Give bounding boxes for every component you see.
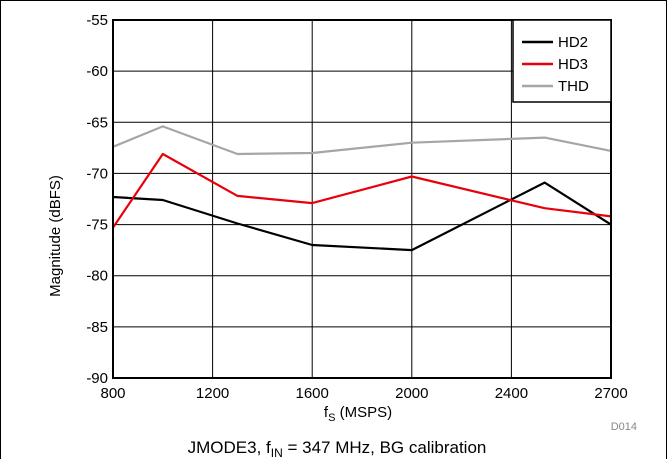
series-line-hd3 [112,152,612,229]
series-layer [112,125,612,252]
x-axis-ticks: 800 1200 1600 2000 2400 2700 [100,385,627,402]
caption-sub: IN [271,446,283,459]
caption-pre: JMODE3, f [188,438,271,457]
y-tick-label: -75 [86,217,108,234]
x-axis-label-main: f [324,404,329,421]
y-tick-label: -85 [86,319,108,336]
y-tick-label: -70 [86,165,108,182]
legend-label-hd2: HD2 [558,34,588,51]
series-line-thd [112,125,612,156]
series-line-hd2 [112,181,612,252]
caption-post: = 347 MHz, BG calibration [283,438,487,457]
x-axis-label-rest: (MSPS) [335,404,392,421]
x-tick-label: 1200 [196,385,229,402]
y-tick-label: -65 [86,114,108,131]
y-axis-ticks: -55 -60 -65 -70 -75 -80 -85 -90 [86,12,108,387]
legend-box [512,19,612,103]
chart-caption: JMODE3, fIN = 347 MHz, BG calibration [188,438,487,459]
legend-label-hd3: HD3 [558,56,588,73]
y-tick-label: -80 [86,268,108,285]
x-axis-label: fS (MSPS) [324,404,392,424]
y-tick-label: -60 [86,63,108,80]
legend: HD2 HD3 THD [512,19,612,103]
y-tick-label: -55 [86,12,108,29]
plot-border [112,19,612,379]
x-tick-label: 800 [100,385,125,402]
y-axis-label: Magnitude (dBFS) [47,175,64,297]
x-tick-label: 2400 [495,385,528,402]
figure-code: D014 [611,421,637,433]
x-axis-label-sub: S [328,412,335,424]
x-tick-label: 2700 [594,385,627,402]
legend-label-thd: THD [558,78,589,95]
x-tick-label: 2000 [395,385,428,402]
y-tick-label: -90 [86,370,108,387]
x-tick-label: 1600 [296,385,329,402]
